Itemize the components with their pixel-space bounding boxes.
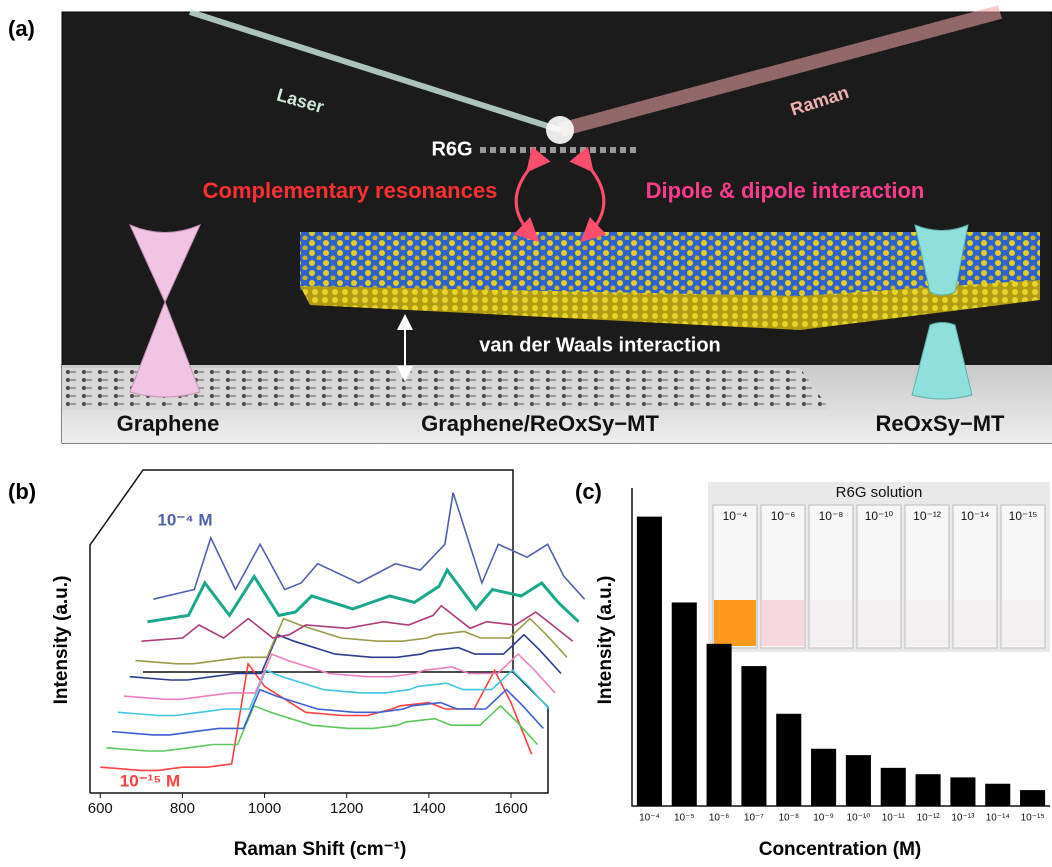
bar [672,602,697,806]
note-left: Complementary resonances [203,178,498,203]
panel-label: (c) [575,479,602,504]
x-tick-label: 1400 [412,800,445,817]
vial-liquid [810,600,852,646]
molecule-label: R6G [431,138,472,160]
x-tick-label: 10⁻⁴ [639,813,660,824]
inset-title: R6G solution [836,484,923,501]
spectrum-line [106,706,537,751]
bar [950,777,975,806]
x-tick-label: 800 [170,800,195,817]
x-tick-label: 1000 [248,800,281,817]
x-tick-label: 10⁻¹⁵ [1021,813,1045,824]
x-tick-label: 10⁻⁹ [813,813,834,824]
bar [1020,790,1045,806]
bar [637,517,662,806]
annotation: 10⁻⁴ M [157,510,212,529]
spectrum-line [112,690,543,735]
x-tick-label: 10⁻⁵ [674,813,695,824]
x-tick-label: 10⁻⁸ [778,813,799,824]
bar [881,768,906,806]
x-axis-label: Concentration (M) [759,839,922,860]
vial-liquid [858,600,900,646]
inset-photo: R6G solution 10⁻⁴ 10⁻⁶ 10⁻⁸ 10⁻¹⁰ 10⁻¹² 10⁻¹⁴ 1… [708,482,1050,652]
vial-liquid [954,600,996,646]
vial-liquid [762,600,804,646]
vial-label: 10⁻¹² [913,509,941,523]
x-tick-label: 1200 [330,800,363,817]
vial-label: 10⁻¹⁰ [865,509,894,523]
vial-label: 10⁻¹⁵ [1009,509,1038,523]
material-label: ReOxSy−MT [876,411,1006,436]
note-right: Dipole & dipole interaction [646,178,925,203]
spectrum-line [142,606,573,642]
vial-label: 10⁻⁶ [771,509,796,523]
x-tick-label: 10⁻⁷ [744,813,764,824]
material-label: Graphene/ReOxSy−MT [421,411,659,436]
x-axis-label: Raman Shift (cm⁻¹) [234,839,407,860]
bar [741,666,766,806]
bar [985,784,1010,806]
x-tick-label: 10⁻¹¹ [882,813,906,824]
x-tick-label: 10⁻¹⁴ [986,813,1010,824]
x-tick-label: 10⁻¹² [917,813,941,824]
y-axis-label: Intensity (a.u.) [595,576,616,705]
panel-label: (a) [8,16,35,41]
spectrum-line [153,493,584,600]
bar [707,644,732,806]
laser-spot [546,116,574,144]
y-axis-label: Intensity (a.u.) [51,576,72,705]
spectrum-line [147,570,578,622]
vial-label: 10⁻⁴ [723,509,748,523]
vial-liquid [714,600,756,646]
vial-label: 10⁻¹⁴ [961,509,990,523]
x-tick-label: 10⁻¹³ [951,813,975,824]
vial-label: 10⁻⁸ [819,509,844,523]
vial-liquid [1002,600,1044,646]
vial-liquid [906,600,948,646]
material-label: Graphene [117,411,220,436]
bar [846,755,871,806]
bar [811,749,836,806]
panel-a: (a) Laser Raman R6G Complementary resona… [8,12,1052,443]
figure: (a) Laser Raman R6G Complementary resona… [0,0,1052,867]
panel-label: (b) [8,479,36,504]
x-tick-label: 10⁻¹⁰ [847,813,871,824]
bar [916,774,941,806]
interlayer-label: van der Waals interaction [479,334,721,356]
x-tick-label: 10⁻⁶ [709,813,730,824]
x-tick-label: 600 [88,800,113,817]
bar [776,714,801,806]
x-tick-label: 1600 [494,800,527,817]
annotation: 10⁻¹⁵ M [120,771,180,790]
